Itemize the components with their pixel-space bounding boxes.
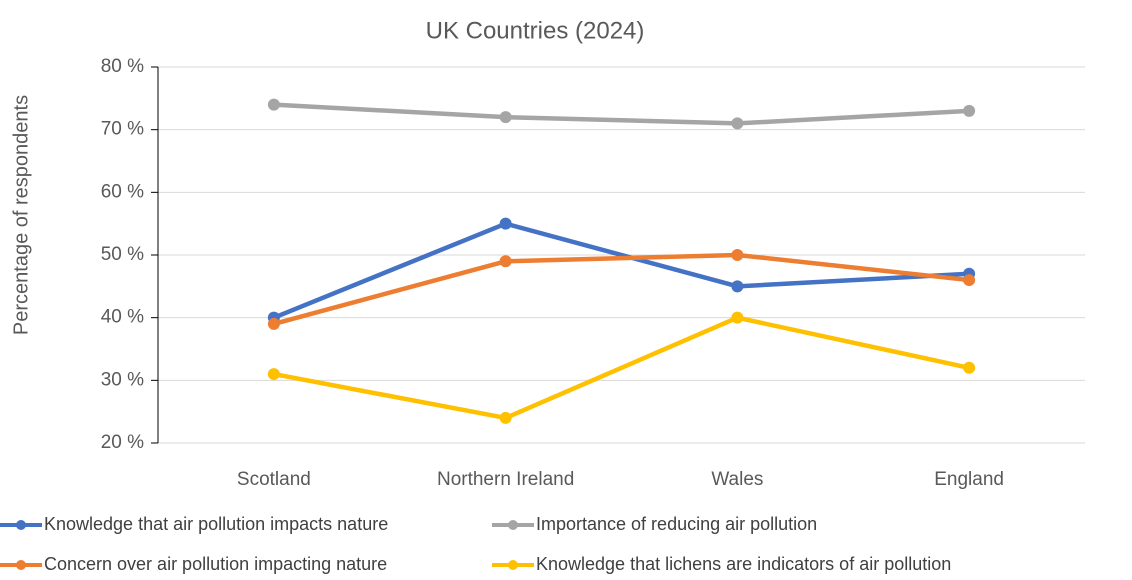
series-line bbox=[273, 221, 970, 320]
y-tick-label: 40 % bbox=[101, 307, 144, 328]
series-line bbox=[273, 252, 970, 327]
data-point bbox=[731, 249, 744, 261]
y-tick-label: 80 % bbox=[101, 56, 144, 77]
y-axis-label: Percentage of respondents bbox=[10, 95, 32, 335]
legend-marker bbox=[508, 560, 518, 570]
legend-label: Concern over air pollution impacting nat… bbox=[44, 554, 387, 574]
series-line bbox=[273, 102, 970, 126]
x-tick-label: Northern Ireland bbox=[437, 469, 574, 490]
data-point bbox=[731, 311, 744, 324]
y-tick-label: 70 % bbox=[101, 119, 144, 140]
data-point bbox=[499, 111, 512, 124]
data-point bbox=[267, 368, 280, 381]
data-point bbox=[267, 98, 280, 111]
y-tick-label: 50 % bbox=[101, 244, 144, 265]
x-tick-label: Scotland bbox=[237, 469, 311, 490]
legend-marker bbox=[16, 560, 26, 570]
x-tick-label: England bbox=[934, 469, 1004, 490]
data-point bbox=[963, 104, 976, 117]
data-point bbox=[499, 411, 512, 424]
data-point bbox=[963, 361, 976, 374]
chart-title: UK Countries (2024) bbox=[426, 17, 645, 44]
data-point bbox=[731, 117, 744, 130]
y-tick-label: 20 % bbox=[101, 432, 144, 453]
y-tick-label: 30 % bbox=[101, 369, 144, 390]
data-point bbox=[731, 280, 744, 293]
legend-label: Knowledge that air pollution impacts nat… bbox=[44, 514, 388, 534]
data-point bbox=[499, 255, 512, 268]
series-line bbox=[273, 315, 970, 421]
legend-label: Knowledge that lichens are indicators of… bbox=[536, 554, 951, 574]
data-point bbox=[499, 217, 512, 230]
y-tick-label: 60 % bbox=[101, 181, 144, 202]
x-tick-label: Wales bbox=[711, 469, 763, 490]
legend-marker bbox=[16, 520, 26, 530]
data-point bbox=[963, 274, 976, 287]
data-point bbox=[267, 317, 280, 330]
legend-label: Importance of reducing air pollution bbox=[536, 514, 817, 534]
legend-marker bbox=[508, 520, 518, 530]
